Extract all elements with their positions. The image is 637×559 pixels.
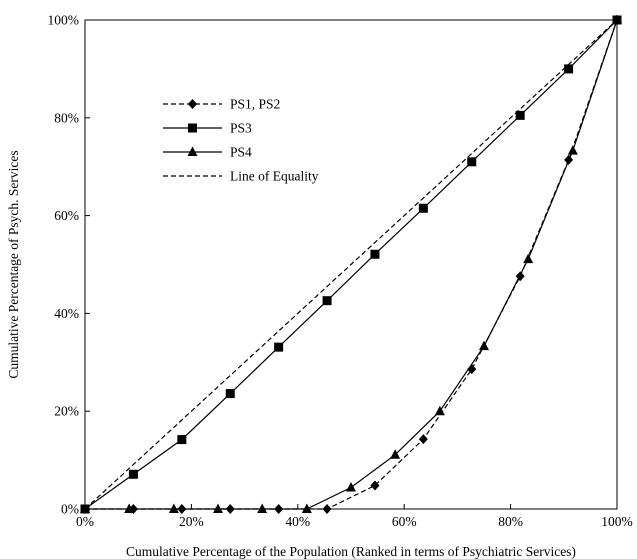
x-tick-label: 40% [285,514,310,529]
y-tick-label: 100% [48,13,80,28]
plot-area [84,19,618,510]
x-axis: 0% 20% 40% 60% 80% 100% [76,504,633,529]
series-ps3 [80,15,622,514]
legend: PS1, PS2 PS3 PS4 Line of Equality [163,97,319,184]
data-point-triangle [257,503,268,513]
data-point-square [515,110,525,120]
data-point-triangle [434,405,445,416]
data-point-square [418,203,428,213]
y-tick-label: 40% [54,306,79,321]
x-tick-label: 100% [601,514,633,529]
legend-item-ps4: PS4 [163,145,252,160]
data-point-square [564,64,574,74]
data-point-square [177,435,187,445]
legend-label: PS4 [230,145,252,160]
legend-marker-square [188,123,197,133]
data-point-square [225,389,235,399]
legend-marker-diamond [188,99,197,109]
data-point-square [322,296,332,306]
legend-label: PS3 [230,121,252,136]
y-axis-label: Cumulative Percentage of Psych. Services [6,150,21,378]
data-point-square [370,249,380,259]
series-line-of-equality [84,19,618,510]
legend-item-line-of-equality: Line of Equality [163,169,319,184]
data-point-triangle [346,481,356,492]
series-line-ps3 [84,19,618,510]
x-tick-label: 60% [392,514,417,529]
data-point-triangle [612,14,622,24]
data-point-triangle [168,503,179,513]
y-axis: 0% 20% 40% 60% 80% 100% [48,13,90,517]
data-point-triangle [213,503,223,513]
x-tick-label: 0% [76,514,94,529]
legend-item-ps3: PS3 [163,121,252,136]
data-point-triangle [124,503,135,513]
x-axis-label: Cumulative Percentage of the Population … [126,544,576,559]
series-layer [80,14,622,514]
series-ps4 [80,14,622,513]
series-line-line-of-equality [84,19,618,510]
data-point-diamond [370,480,380,491]
legend-item-ps1-ps2: PS1, PS2 [163,97,280,112]
y-tick-label: 0% [61,502,79,517]
data-point-triangle [523,253,534,264]
legend-label: Line of Equality [230,169,319,184]
data-point-diamond [322,504,332,514]
data-point-triangle [479,340,489,351]
data-point-square [274,342,284,352]
y-tick-label: 60% [54,208,79,223]
data-point-triangle [390,449,401,459]
legend-label: PS1, PS2 [230,97,280,112]
data-point-triangle [567,145,578,155]
data-point-square [467,157,477,167]
data-point-triangle [301,503,312,513]
y-tick-label: 80% [54,110,79,125]
x-tick-label: 20% [179,514,204,529]
legend-marker-triangle [187,146,198,156]
data-point-square [128,469,138,479]
data-point-diamond [418,434,428,445]
x-tick-label: 80% [498,514,523,529]
y-tick-label: 20% [54,404,79,419]
